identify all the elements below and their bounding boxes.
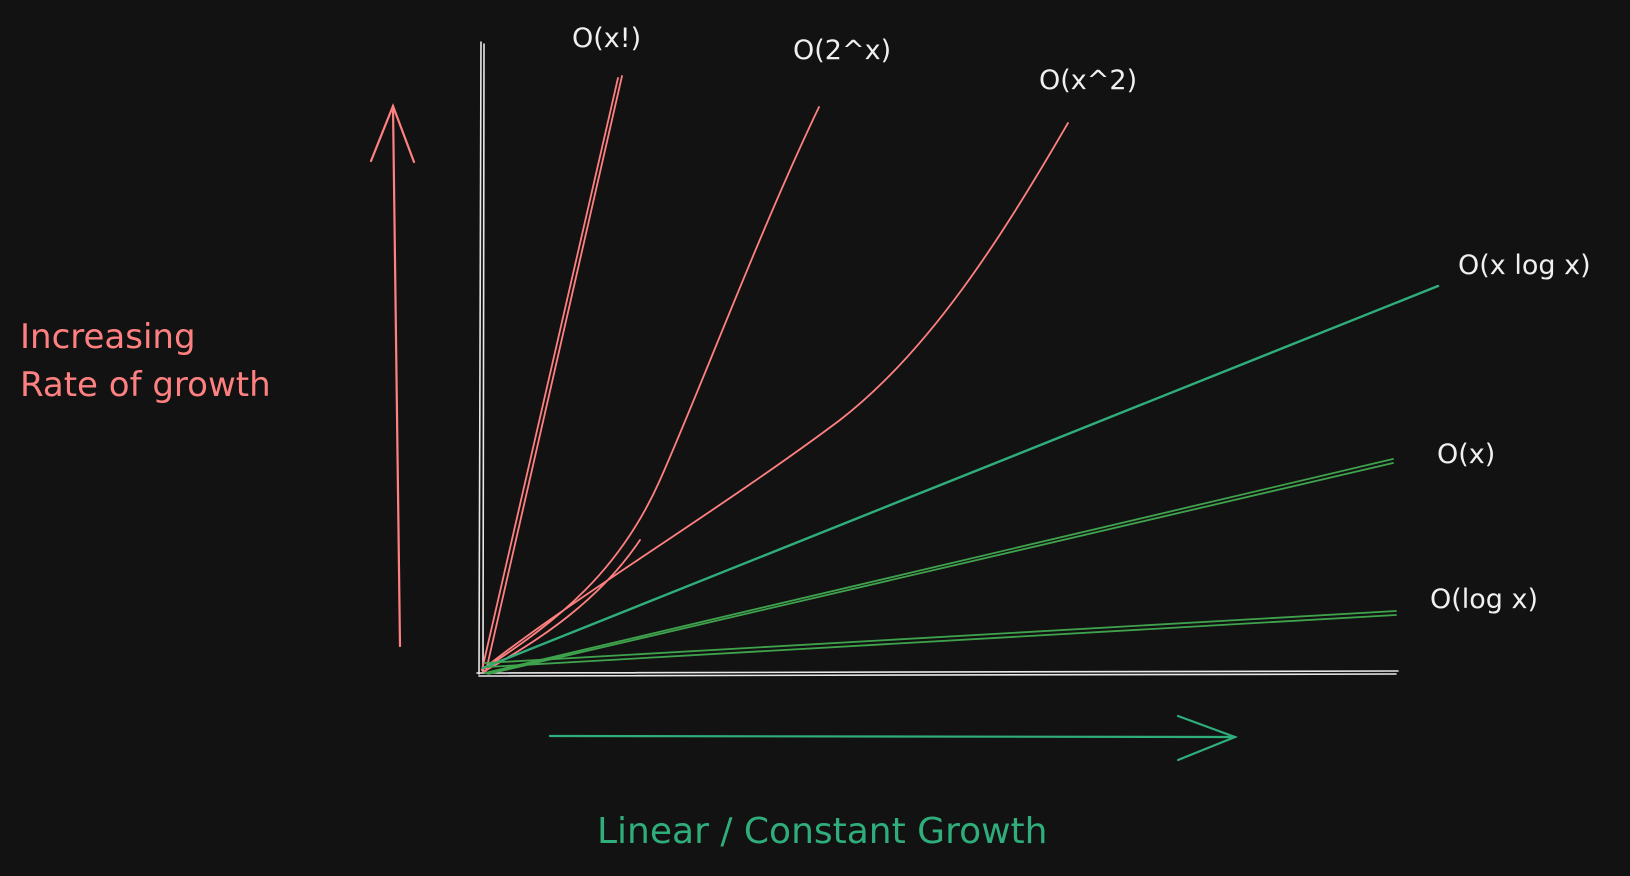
curve-linear [484, 458, 1394, 675]
right-arrow-shaft [548, 734, 1237, 739]
label-factorial: O(x!) [572, 23, 641, 54]
curve-factorial [481, 75, 623, 672]
right-arrow-head-icon [1176, 714, 1239, 762]
vertical-caption-line1: Increasing [20, 317, 196, 357]
label-logarithmic: O(log x) [1430, 584, 1538, 615]
y-axis [478, 41, 485, 675]
curve-quadratic [481, 122, 1069, 671]
x-axis [476, 670, 1399, 677]
label-quadratic: O(x^2) [1039, 65, 1137, 96]
growth-up-arrow [369, 102, 416, 648]
label-exponential: O(2^x) [793, 35, 891, 66]
label-linear: O(x) [1437, 439, 1495, 470]
up-arrow-shaft [391, 104, 402, 648]
horizontal-caption: Linear / Constant Growth [597, 811, 1048, 852]
axes [476, 41, 1399, 677]
slow-growth-curves [481, 284, 1440, 675]
linear-right-arrow [548, 714, 1239, 762]
vertical-caption: Increasing Rate of growth [20, 317, 271, 405]
up-arrow-head-icon [369, 102, 416, 164]
label-linearithmic: O(x log x) [1458, 250, 1591, 281]
curve-labels: O(x!) O(2^x) O(x^2) O(x log x) O(x) O(lo… [572, 23, 1591, 615]
curve-exponential [481, 106, 820, 671]
curve-logarithmic [484, 610, 1397, 668]
fast-growth-curves [481, 75, 1069, 673]
curve-linearithmic [481, 284, 1440, 670]
vertical-caption-line2: Rate of growth [20, 365, 271, 405]
